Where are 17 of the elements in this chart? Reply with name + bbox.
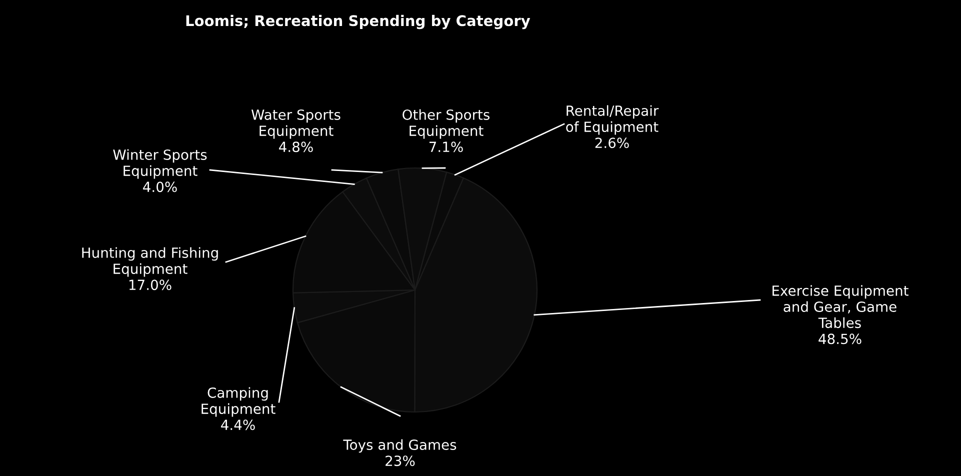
data-label: 4.8% xyxy=(279,142,313,152)
data-label: 4.4% xyxy=(221,420,255,430)
data-label: 4.0% xyxy=(143,182,177,192)
data-label: 23% xyxy=(386,456,415,466)
slice-label: Winter Sports Equipment xyxy=(113,149,207,179)
slice-label: Exercise Equipment and Gear, Game Tables xyxy=(772,285,908,328)
slice-label: Toys and Games xyxy=(343,439,456,453)
data-label: 17.0% xyxy=(129,280,172,290)
data-label: 7.1% xyxy=(429,142,463,152)
slice-label: Hunting and Fishing Equipment xyxy=(82,247,218,277)
data-label: 48.5% xyxy=(818,334,862,344)
slice-label: Water Sports Equipment xyxy=(251,109,340,139)
chart-title: Loomis; Recreation Spending by Category xyxy=(186,14,530,30)
slice-label: Other Sports Equipment xyxy=(402,109,490,139)
slice-label: Rental/Repair of Equipment xyxy=(566,105,659,135)
slice-label: Camping Equipment xyxy=(202,387,276,417)
data-label: 2.6% xyxy=(595,138,629,148)
